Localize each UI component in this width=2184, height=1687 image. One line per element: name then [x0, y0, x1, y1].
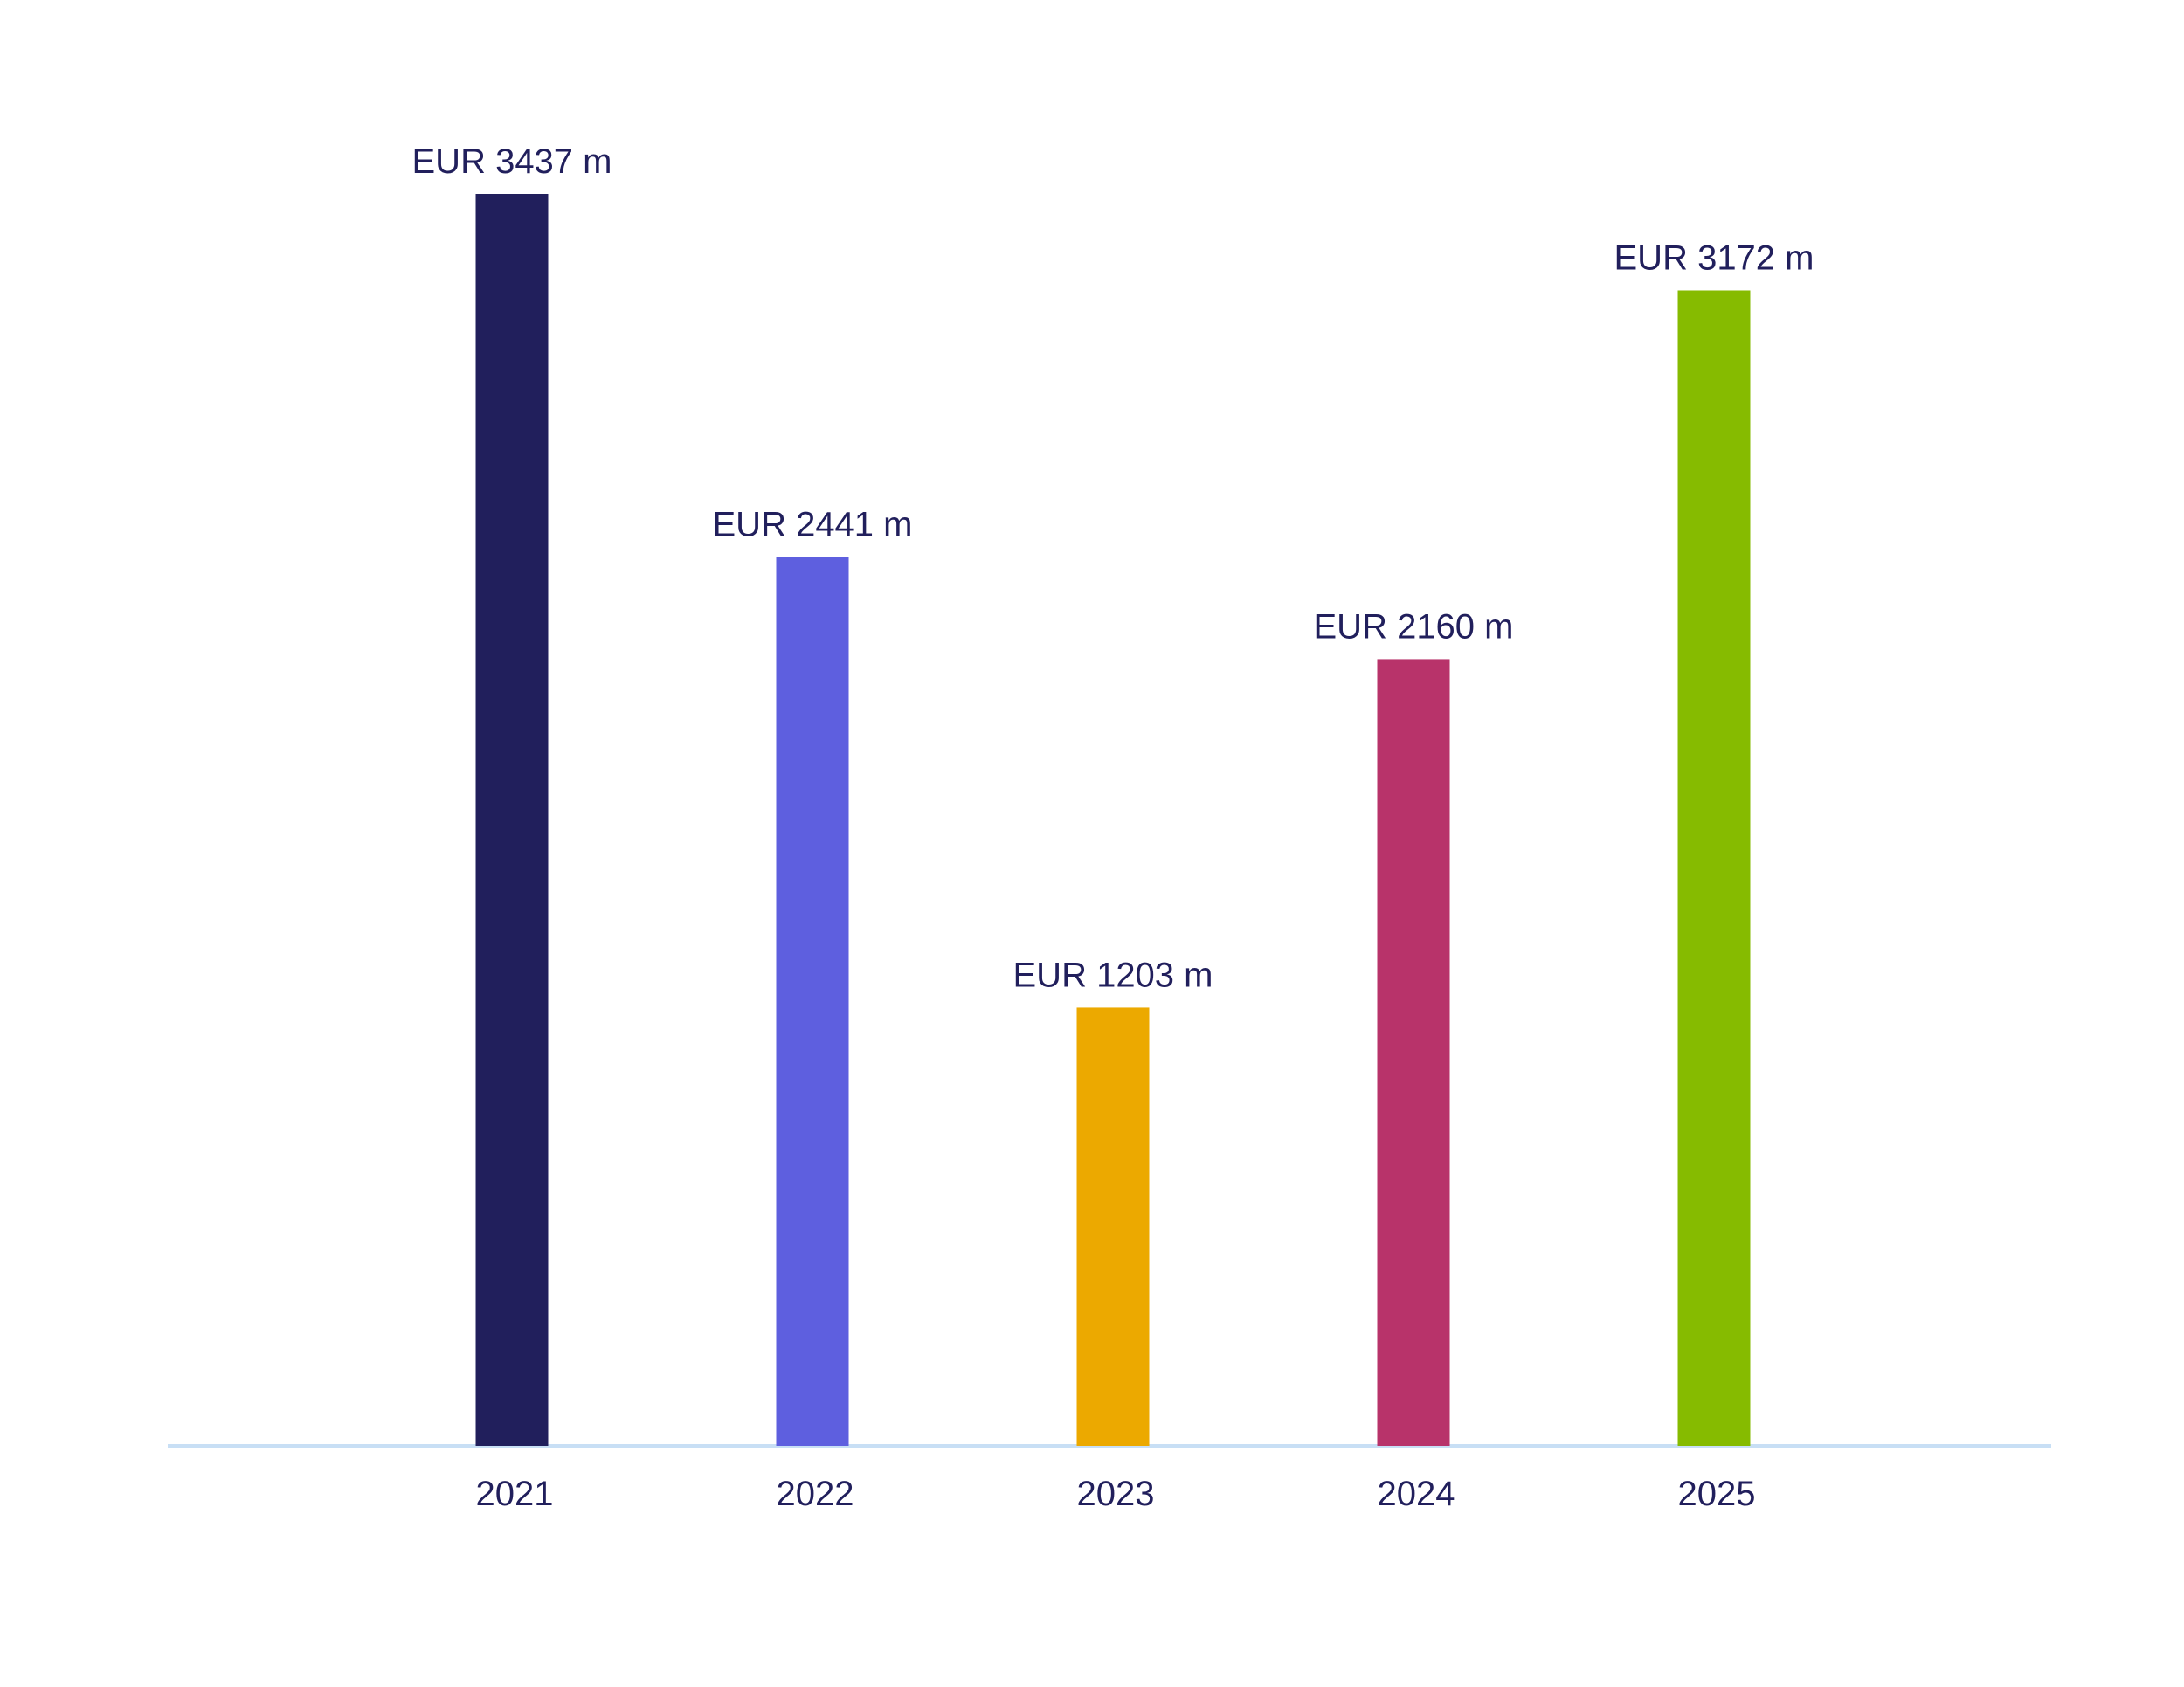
x-tick-label: 2024 [1378, 1475, 1455, 1513]
bar [1677, 290, 1751, 1447]
value-label: EUR 1203 m [1013, 956, 1213, 994]
x-tick-label: 2021 [476, 1475, 554, 1513]
bar [776, 557, 849, 1446]
x-tick-label: 2025 [1678, 1475, 1756, 1513]
bar [475, 194, 549, 1446]
x-tick-label: 2022 [777, 1475, 854, 1513]
value-label: EUR 3437 m [412, 142, 612, 181]
value-label: EUR 2160 m [1314, 607, 1514, 646]
bar [1377, 659, 1450, 1446]
bar [1076, 1007, 1150, 1446]
value-label: EUR 2441 m [713, 505, 913, 543]
value-label: EUR 3172 m [1614, 239, 1814, 277]
x-tick-label: 2023 [1077, 1475, 1155, 1513]
